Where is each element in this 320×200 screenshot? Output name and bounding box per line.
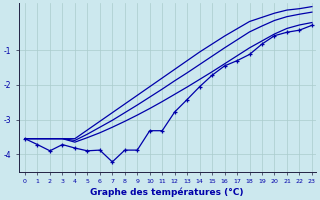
- X-axis label: Graphe des températures (°C): Graphe des températures (°C): [91, 187, 244, 197]
